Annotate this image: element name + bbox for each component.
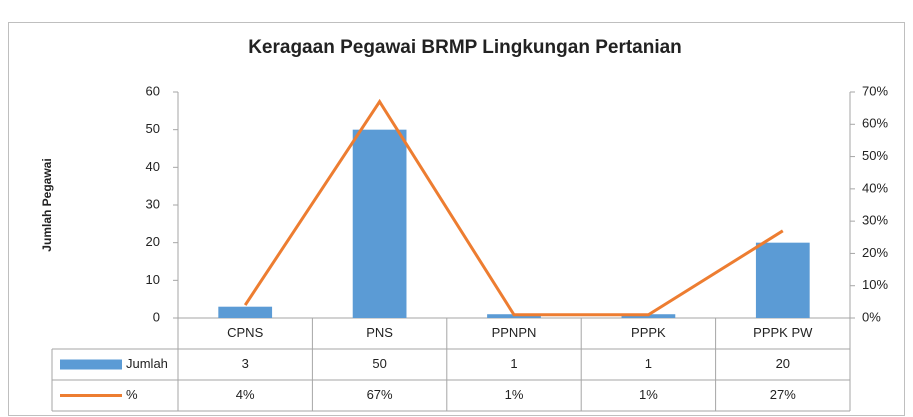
table-cell: 4% xyxy=(236,387,255,402)
table-cell: 1% xyxy=(639,387,658,402)
y2-tick-label: 50% xyxy=(862,148,888,163)
bar xyxy=(755,242,810,318)
x-tick-label: PNS xyxy=(366,325,393,340)
table-cell: 27% xyxy=(770,387,796,402)
table-cell: 1% xyxy=(505,387,524,402)
table-cell: 3 xyxy=(242,356,249,371)
chart-frame xyxy=(8,22,905,416)
y-tick-label: 60 xyxy=(146,83,160,98)
x-tick-label: PPNPN xyxy=(492,325,537,340)
x-tick-label: PPPK xyxy=(631,325,666,340)
line xyxy=(243,98,784,317)
table-cell: 20 xyxy=(776,356,790,371)
x-tick-label: CPNS xyxy=(227,325,263,340)
legend-label: % xyxy=(126,387,138,402)
y2-tick-label: 10% xyxy=(862,277,888,292)
y-tick-label: 10 xyxy=(146,272,160,287)
table-cell: 50 xyxy=(372,356,386,371)
y2-tick-label: 20% xyxy=(862,245,888,260)
legend-swatch xyxy=(60,359,122,370)
x-tick-label: PPPK PW xyxy=(753,325,813,340)
y-tick-label: 50 xyxy=(146,121,160,136)
y2-tick-label: 40% xyxy=(862,180,888,195)
y-tick-label: 20 xyxy=(146,234,160,249)
chart-title: Keragaan Pegawai BRMP Lingkungan Pertani… xyxy=(248,37,682,58)
y-tick-label: 30 xyxy=(146,196,160,211)
y-tick-label: 0 xyxy=(153,309,160,324)
y2-tick-label: 70% xyxy=(862,83,888,98)
y-tick-label: 40 xyxy=(146,159,160,174)
legend-label: Jumlah xyxy=(126,356,168,371)
y2-tick-label: 60% xyxy=(862,116,888,131)
y2-tick-label: 0% xyxy=(862,309,881,324)
bar xyxy=(218,306,273,318)
table-cell: 1 xyxy=(510,356,517,371)
bar xyxy=(352,129,407,318)
y2-tick-label: 30% xyxy=(862,213,888,228)
y-axis-label: Jumlah Pegawai xyxy=(40,158,54,251)
table-cell: 67% xyxy=(367,387,393,402)
table-cell: 1 xyxy=(645,356,652,371)
